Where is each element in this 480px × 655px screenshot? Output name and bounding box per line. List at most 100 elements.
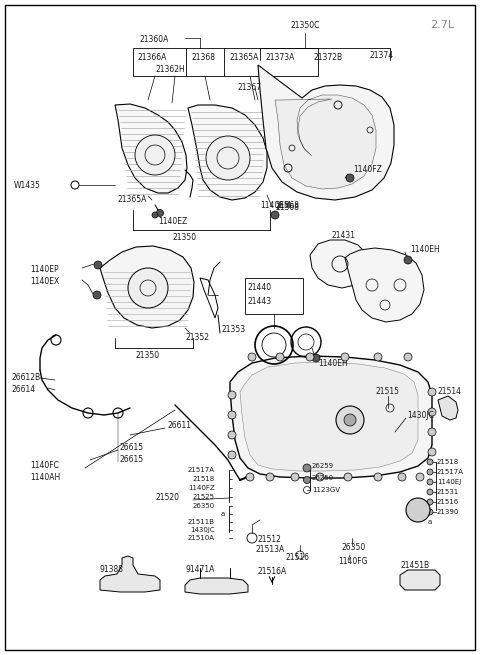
Circle shape	[427, 469, 433, 475]
Circle shape	[316, 473, 324, 481]
Circle shape	[406, 498, 430, 522]
Bar	[245, 278, 303, 314]
Circle shape	[344, 473, 352, 481]
Text: 21520: 21520	[155, 493, 179, 502]
Text: 21516: 21516	[285, 553, 309, 563]
Text: 21390: 21390	[437, 509, 459, 515]
Text: 21516: 21516	[437, 499, 459, 505]
Circle shape	[404, 256, 412, 264]
Text: 21440: 21440	[248, 284, 272, 293]
Text: 21512: 21512	[258, 536, 282, 544]
Text: 21372B: 21372B	[313, 54, 342, 62]
Text: 21515: 21515	[375, 388, 399, 396]
Circle shape	[248, 353, 256, 361]
Text: 26259: 26259	[312, 463, 334, 469]
Bar	[133, 48, 318, 76]
Circle shape	[427, 499, 433, 505]
Text: 21374: 21374	[370, 50, 394, 60]
Text: 21373A: 21373A	[265, 54, 294, 62]
Text: 26250: 26250	[312, 475, 334, 481]
Circle shape	[427, 509, 433, 515]
Text: 21518: 21518	[193, 476, 215, 482]
Text: 21511B: 21511B	[188, 519, 215, 525]
Circle shape	[94, 261, 102, 269]
Polygon shape	[275, 95, 376, 189]
Text: 1140AH: 1140AH	[30, 472, 60, 481]
Circle shape	[228, 411, 236, 419]
Text: 1140EP: 1140EP	[30, 265, 59, 274]
Circle shape	[228, 451, 236, 459]
Text: 1140EM: 1140EM	[260, 200, 290, 210]
Circle shape	[228, 431, 236, 439]
Circle shape	[427, 489, 433, 495]
Text: 21517A: 21517A	[437, 469, 464, 475]
Polygon shape	[230, 356, 432, 478]
Text: 26350: 26350	[342, 544, 366, 553]
Text: 1140EZ: 1140EZ	[158, 217, 187, 227]
Text: a: a	[221, 511, 225, 517]
Circle shape	[128, 268, 168, 308]
Polygon shape	[345, 248, 424, 322]
Text: 21443: 21443	[248, 297, 272, 307]
Circle shape	[228, 391, 236, 399]
Text: 1140EH: 1140EH	[318, 358, 348, 367]
Text: 1430JC: 1430JC	[191, 527, 215, 533]
Circle shape	[428, 428, 436, 436]
Text: 21365A: 21365A	[229, 54, 258, 62]
Circle shape	[135, 135, 175, 175]
Text: 1140FZ: 1140FZ	[353, 166, 382, 174]
Circle shape	[291, 473, 299, 481]
Circle shape	[306, 353, 314, 361]
Circle shape	[428, 388, 436, 396]
Text: 91471A: 91471A	[185, 565, 215, 574]
Text: 21350C: 21350C	[290, 20, 320, 29]
Text: 21350: 21350	[173, 233, 197, 242]
Circle shape	[266, 473, 274, 481]
Text: 1140EJ: 1140EJ	[437, 479, 461, 485]
Polygon shape	[400, 570, 440, 590]
Text: 21510A: 21510A	[188, 535, 215, 541]
Circle shape	[374, 353, 382, 361]
Text: 21367: 21367	[238, 83, 262, 92]
Text: 1140FG: 1140FG	[338, 557, 368, 567]
Polygon shape	[188, 105, 267, 200]
Circle shape	[276, 353, 284, 361]
Circle shape	[206, 136, 250, 180]
Circle shape	[346, 174, 354, 182]
Circle shape	[336, 406, 364, 434]
Circle shape	[374, 473, 382, 481]
Text: 21517A: 21517A	[188, 467, 215, 473]
Text: 26611: 26611	[168, 421, 192, 430]
Text: 21513A: 21513A	[255, 546, 284, 555]
Circle shape	[93, 291, 101, 299]
Circle shape	[246, 473, 254, 481]
Circle shape	[303, 476, 311, 483]
Text: 2.7L: 2.7L	[430, 20, 454, 30]
Polygon shape	[115, 104, 187, 193]
Text: 26612B: 26612B	[12, 373, 41, 383]
Text: 21525: 21525	[193, 494, 215, 500]
Text: 1430JC: 1430JC	[407, 411, 434, 419]
Circle shape	[152, 212, 158, 218]
Circle shape	[344, 414, 356, 426]
Circle shape	[398, 473, 406, 481]
Text: 21514: 21514	[437, 388, 461, 396]
Polygon shape	[310, 240, 368, 288]
Text: 21516A: 21516A	[257, 567, 287, 576]
Text: 26350: 26350	[193, 503, 215, 509]
Circle shape	[428, 408, 436, 416]
Text: 21352: 21352	[185, 333, 209, 343]
Text: 1140EH: 1140EH	[410, 246, 440, 255]
Text: 21362H: 21362H	[155, 66, 185, 75]
Text: 21368: 21368	[191, 54, 215, 62]
Circle shape	[416, 473, 424, 481]
Text: 21518: 21518	[437, 459, 459, 465]
Text: 1123GV: 1123GV	[312, 487, 340, 493]
Circle shape	[341, 353, 349, 361]
Text: 26615: 26615	[120, 443, 144, 453]
Polygon shape	[438, 396, 458, 420]
Text: 26615: 26615	[120, 455, 144, 464]
Circle shape	[156, 210, 164, 217]
Text: 21431: 21431	[332, 231, 356, 240]
Text: 21353: 21353	[222, 326, 246, 335]
